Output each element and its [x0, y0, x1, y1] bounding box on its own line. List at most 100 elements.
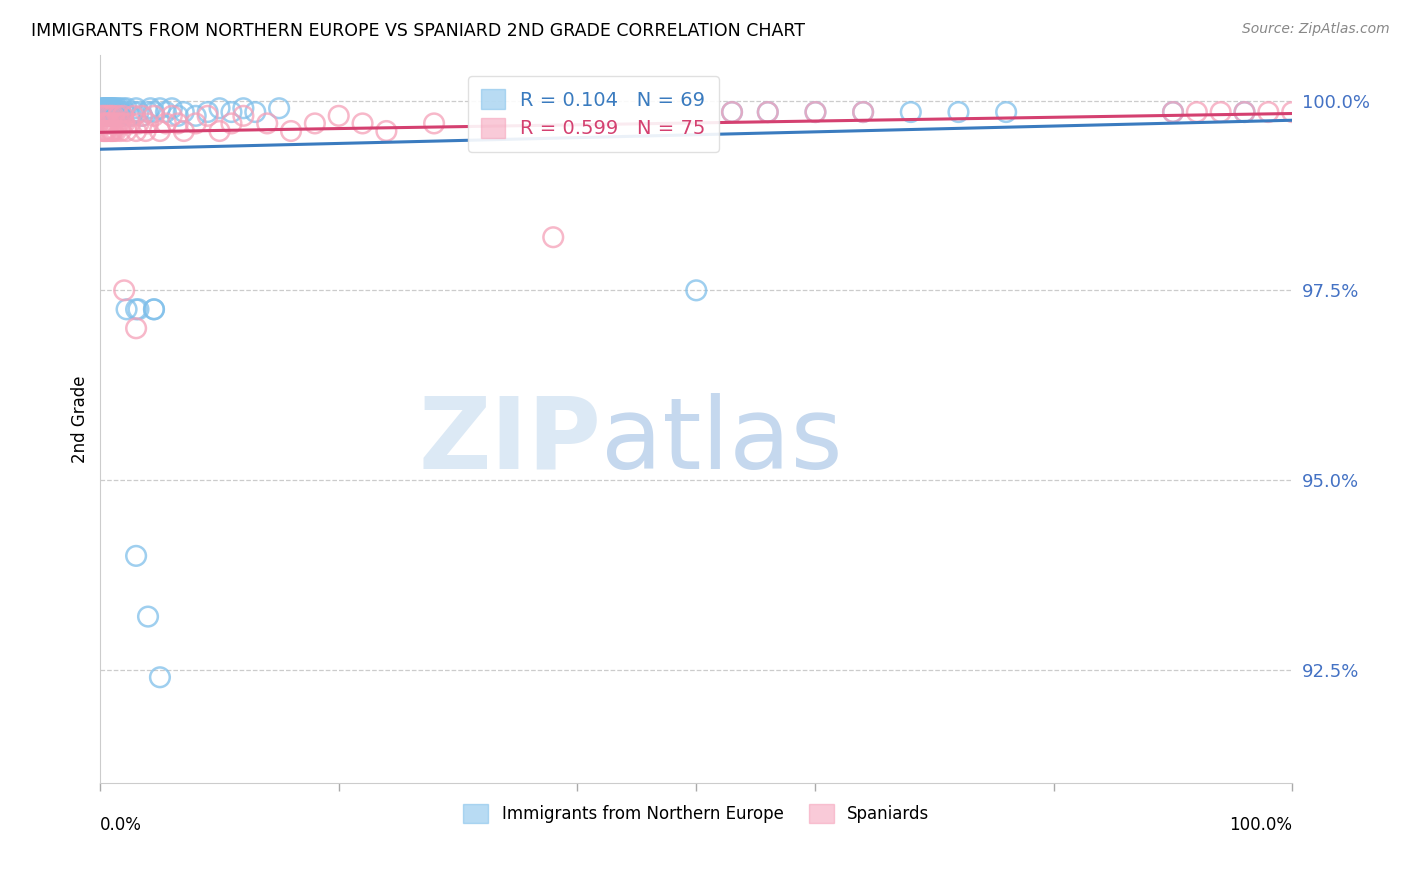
- Point: [107, 109, 129, 123]
- Point: [1161, 105, 1184, 120]
- Point: [103, 105, 125, 120]
- Point: [125, 302, 148, 317]
- Point: [232, 109, 254, 123]
- Point: [256, 116, 278, 130]
- Point: [112, 283, 135, 297]
- Point: [111, 109, 134, 123]
- Point: [93, 124, 115, 138]
- Point: [160, 109, 183, 123]
- Point: [103, 124, 125, 138]
- Point: [104, 101, 127, 115]
- Point: [1209, 105, 1232, 120]
- Text: 100.0%: 100.0%: [1229, 816, 1292, 834]
- Point: [98, 105, 121, 120]
- Point: [97, 109, 120, 123]
- Point: [125, 101, 148, 115]
- Point: [115, 101, 138, 115]
- Point: [112, 116, 135, 130]
- Point: [135, 124, 157, 138]
- Point: [101, 101, 124, 115]
- Point: [221, 105, 243, 120]
- Point: [173, 124, 195, 138]
- Point: [160, 101, 183, 115]
- Point: [93, 109, 115, 123]
- Point: [1233, 105, 1256, 120]
- Point: [107, 105, 129, 120]
- Point: [104, 105, 127, 120]
- Point: [103, 101, 125, 115]
- Point: [852, 105, 875, 120]
- Point: [96, 109, 118, 123]
- Point: [98, 109, 121, 123]
- Point: [125, 124, 148, 138]
- Point: [143, 109, 166, 123]
- Point: [96, 124, 118, 138]
- Point: [304, 116, 326, 130]
- Point: [149, 101, 172, 115]
- Point: [721, 105, 744, 120]
- Point: [1281, 105, 1303, 120]
- Text: 0.0%: 0.0%: [100, 816, 142, 834]
- Point: [108, 116, 131, 130]
- Point: [208, 124, 231, 138]
- Text: Source: ZipAtlas.com: Source: ZipAtlas.com: [1241, 22, 1389, 37]
- Point: [97, 109, 120, 123]
- Point: [96, 109, 118, 123]
- Point: [127, 302, 149, 317]
- Point: [127, 105, 149, 120]
- Point: [149, 670, 172, 684]
- Point: [143, 302, 166, 317]
- Point: [721, 105, 744, 120]
- Point: [1233, 105, 1256, 120]
- Point: [136, 105, 159, 120]
- Point: [90, 109, 112, 123]
- Point: [115, 302, 138, 317]
- Point: [103, 109, 125, 123]
- Point: [166, 109, 188, 123]
- Point: [101, 124, 124, 138]
- Point: [101, 116, 124, 130]
- Point: [100, 109, 122, 123]
- Point: [111, 116, 134, 130]
- Point: [91, 101, 114, 115]
- Point: [852, 105, 875, 120]
- Point: [131, 109, 153, 123]
- Point: [125, 321, 148, 335]
- Point: [96, 101, 118, 115]
- Point: [91, 105, 114, 120]
- Point: [1185, 105, 1208, 120]
- Point: [100, 124, 122, 138]
- Point: [375, 124, 398, 138]
- Point: [136, 116, 159, 130]
- Point: [110, 105, 132, 120]
- Point: [104, 116, 127, 130]
- Point: [184, 109, 207, 123]
- Point: [91, 116, 114, 130]
- Point: [1257, 105, 1279, 120]
- Point: [197, 105, 219, 120]
- Legend: Immigrants from Northern Europe, Spaniards: Immigrants from Northern Europe, Spaniar…: [457, 797, 936, 830]
- Point: [269, 101, 291, 115]
- Point: [127, 116, 149, 130]
- Point: [900, 105, 922, 120]
- Point: [105, 116, 128, 130]
- Point: [94, 105, 117, 120]
- Point: [143, 302, 166, 317]
- Point: [804, 105, 827, 120]
- Point: [96, 105, 118, 120]
- Point: [94, 124, 117, 138]
- Point: [125, 549, 148, 563]
- Point: [995, 105, 1018, 120]
- Point: [115, 124, 138, 138]
- Point: [93, 101, 115, 115]
- Point: [94, 109, 117, 123]
- Point: [97, 116, 120, 130]
- Point: [1161, 105, 1184, 120]
- Point: [110, 124, 132, 138]
- Point: [104, 109, 127, 123]
- Point: [97, 101, 120, 115]
- Point: [173, 105, 195, 120]
- Point: [139, 101, 162, 115]
- Point: [166, 116, 188, 130]
- Point: [100, 105, 122, 120]
